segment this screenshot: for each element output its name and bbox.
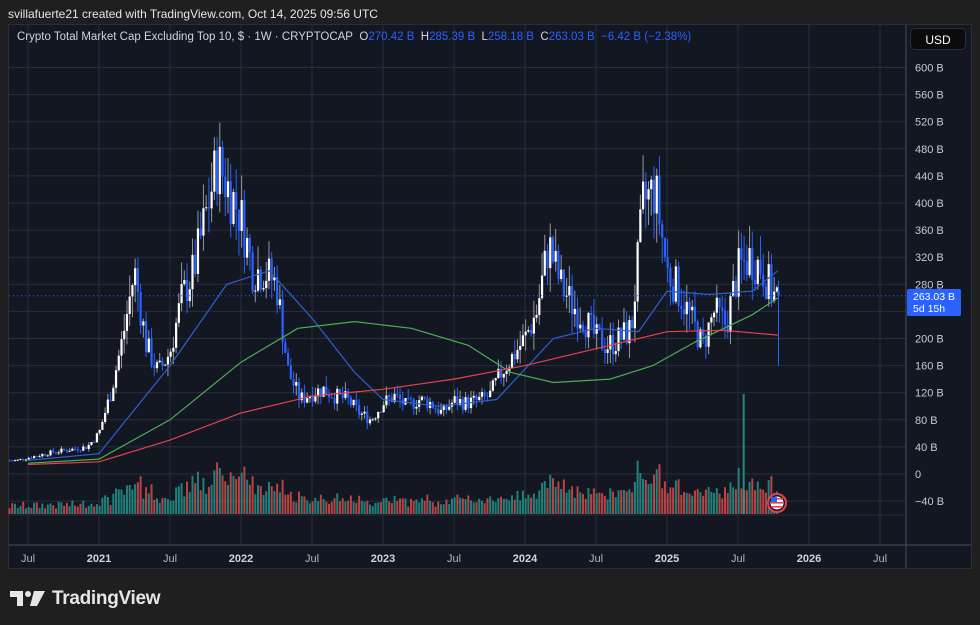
moving-average-line bbox=[27, 270, 779, 461]
x-axis-tick: Jul bbox=[731, 553, 745, 565]
bar-countdown: 5d 15h bbox=[913, 303, 946, 315]
x-axis-tick: 2024 bbox=[513, 553, 538, 565]
y-axis-tick: 0 bbox=[915, 469, 921, 481]
open-label: O bbox=[359, 31, 369, 43]
x-axis-tick: Jul bbox=[21, 553, 35, 565]
x-axis-tick: 2023 bbox=[371, 553, 395, 565]
y-axis-tick: 200 B bbox=[915, 334, 944, 346]
x-axis-tick: Jul bbox=[305, 553, 319, 565]
symbol-legend: Crypto Total Market Cap Excluding Top 10… bbox=[17, 31, 691, 43]
tradingview-logo-icon bbox=[10, 591, 45, 606]
us-flag-event-icon[interactable] bbox=[767, 493, 787, 513]
y-axis-tick: 560 B bbox=[915, 90, 944, 102]
y-axis-tick: 280 B bbox=[915, 279, 944, 291]
low-value: 258.18 B bbox=[487, 31, 534, 43]
y-axis-tick: 400 B bbox=[915, 198, 944, 210]
change-value: −6.42 B (−2.38%) bbox=[601, 31, 692, 43]
x-axis-tick: 2026 bbox=[797, 553, 821, 565]
y-axis-tick: 440 B bbox=[915, 171, 944, 183]
moving-average-line bbox=[27, 329, 778, 466]
x-axis-tick: Jul bbox=[447, 553, 461, 565]
x-axis-tick: Jul bbox=[163, 553, 177, 565]
x-axis-tick: 2025 bbox=[655, 553, 679, 565]
high-label: H bbox=[420, 31, 430, 43]
y-axis-tick: 120 B bbox=[915, 388, 944, 400]
x-axis-tick: 2021 bbox=[87, 553, 111, 565]
open-value: 270.42 B bbox=[368, 31, 415, 43]
y-axis-tick: −40 B bbox=[915, 496, 944, 508]
close-label: C bbox=[540, 31, 549, 43]
last-price-value: 263.03 B bbox=[913, 291, 956, 303]
last-price-label: 263.03 B 5d 15h bbox=[907, 289, 961, 316]
x-axis-tick: Jul bbox=[589, 553, 603, 565]
chart-panel[interactable] bbox=[8, 24, 972, 569]
tradingview-logo[interactable]: TradingView bbox=[10, 588, 161, 610]
y-axis-tick: 600 B bbox=[915, 63, 944, 75]
currency-button[interactable]: USD bbox=[910, 28, 966, 50]
attribution-text: svillafuerte21 created with TradingView.… bbox=[8, 7, 378, 21]
y-axis-tick: 40 B bbox=[915, 442, 938, 454]
close-value: 263.03 B bbox=[548, 31, 595, 43]
candles bbox=[8, 122, 780, 462]
x-axis-tick: Jul bbox=[873, 553, 887, 565]
y-axis-tick: 480 B bbox=[915, 144, 944, 156]
moving-average-line bbox=[27, 297, 779, 464]
symbol-title[interactable]: Crypto Total Market Cap Excluding Top 10… bbox=[17, 31, 353, 43]
y-axis-tick: 320 B bbox=[915, 252, 944, 264]
x-axis-tick: 2022 bbox=[229, 553, 253, 565]
volume-histogram bbox=[8, 394, 778, 514]
y-axis-tick: 360 B bbox=[915, 225, 944, 237]
high-value: 285.39 B bbox=[429, 31, 476, 43]
y-axis-tick: 160 B bbox=[915, 361, 944, 373]
low-label: L bbox=[481, 31, 488, 43]
y-axis-tick: 80 B bbox=[915, 415, 938, 427]
y-axis-tick: 520 B bbox=[915, 117, 944, 129]
tradingview-logo-text: TradingView bbox=[52, 588, 161, 609]
